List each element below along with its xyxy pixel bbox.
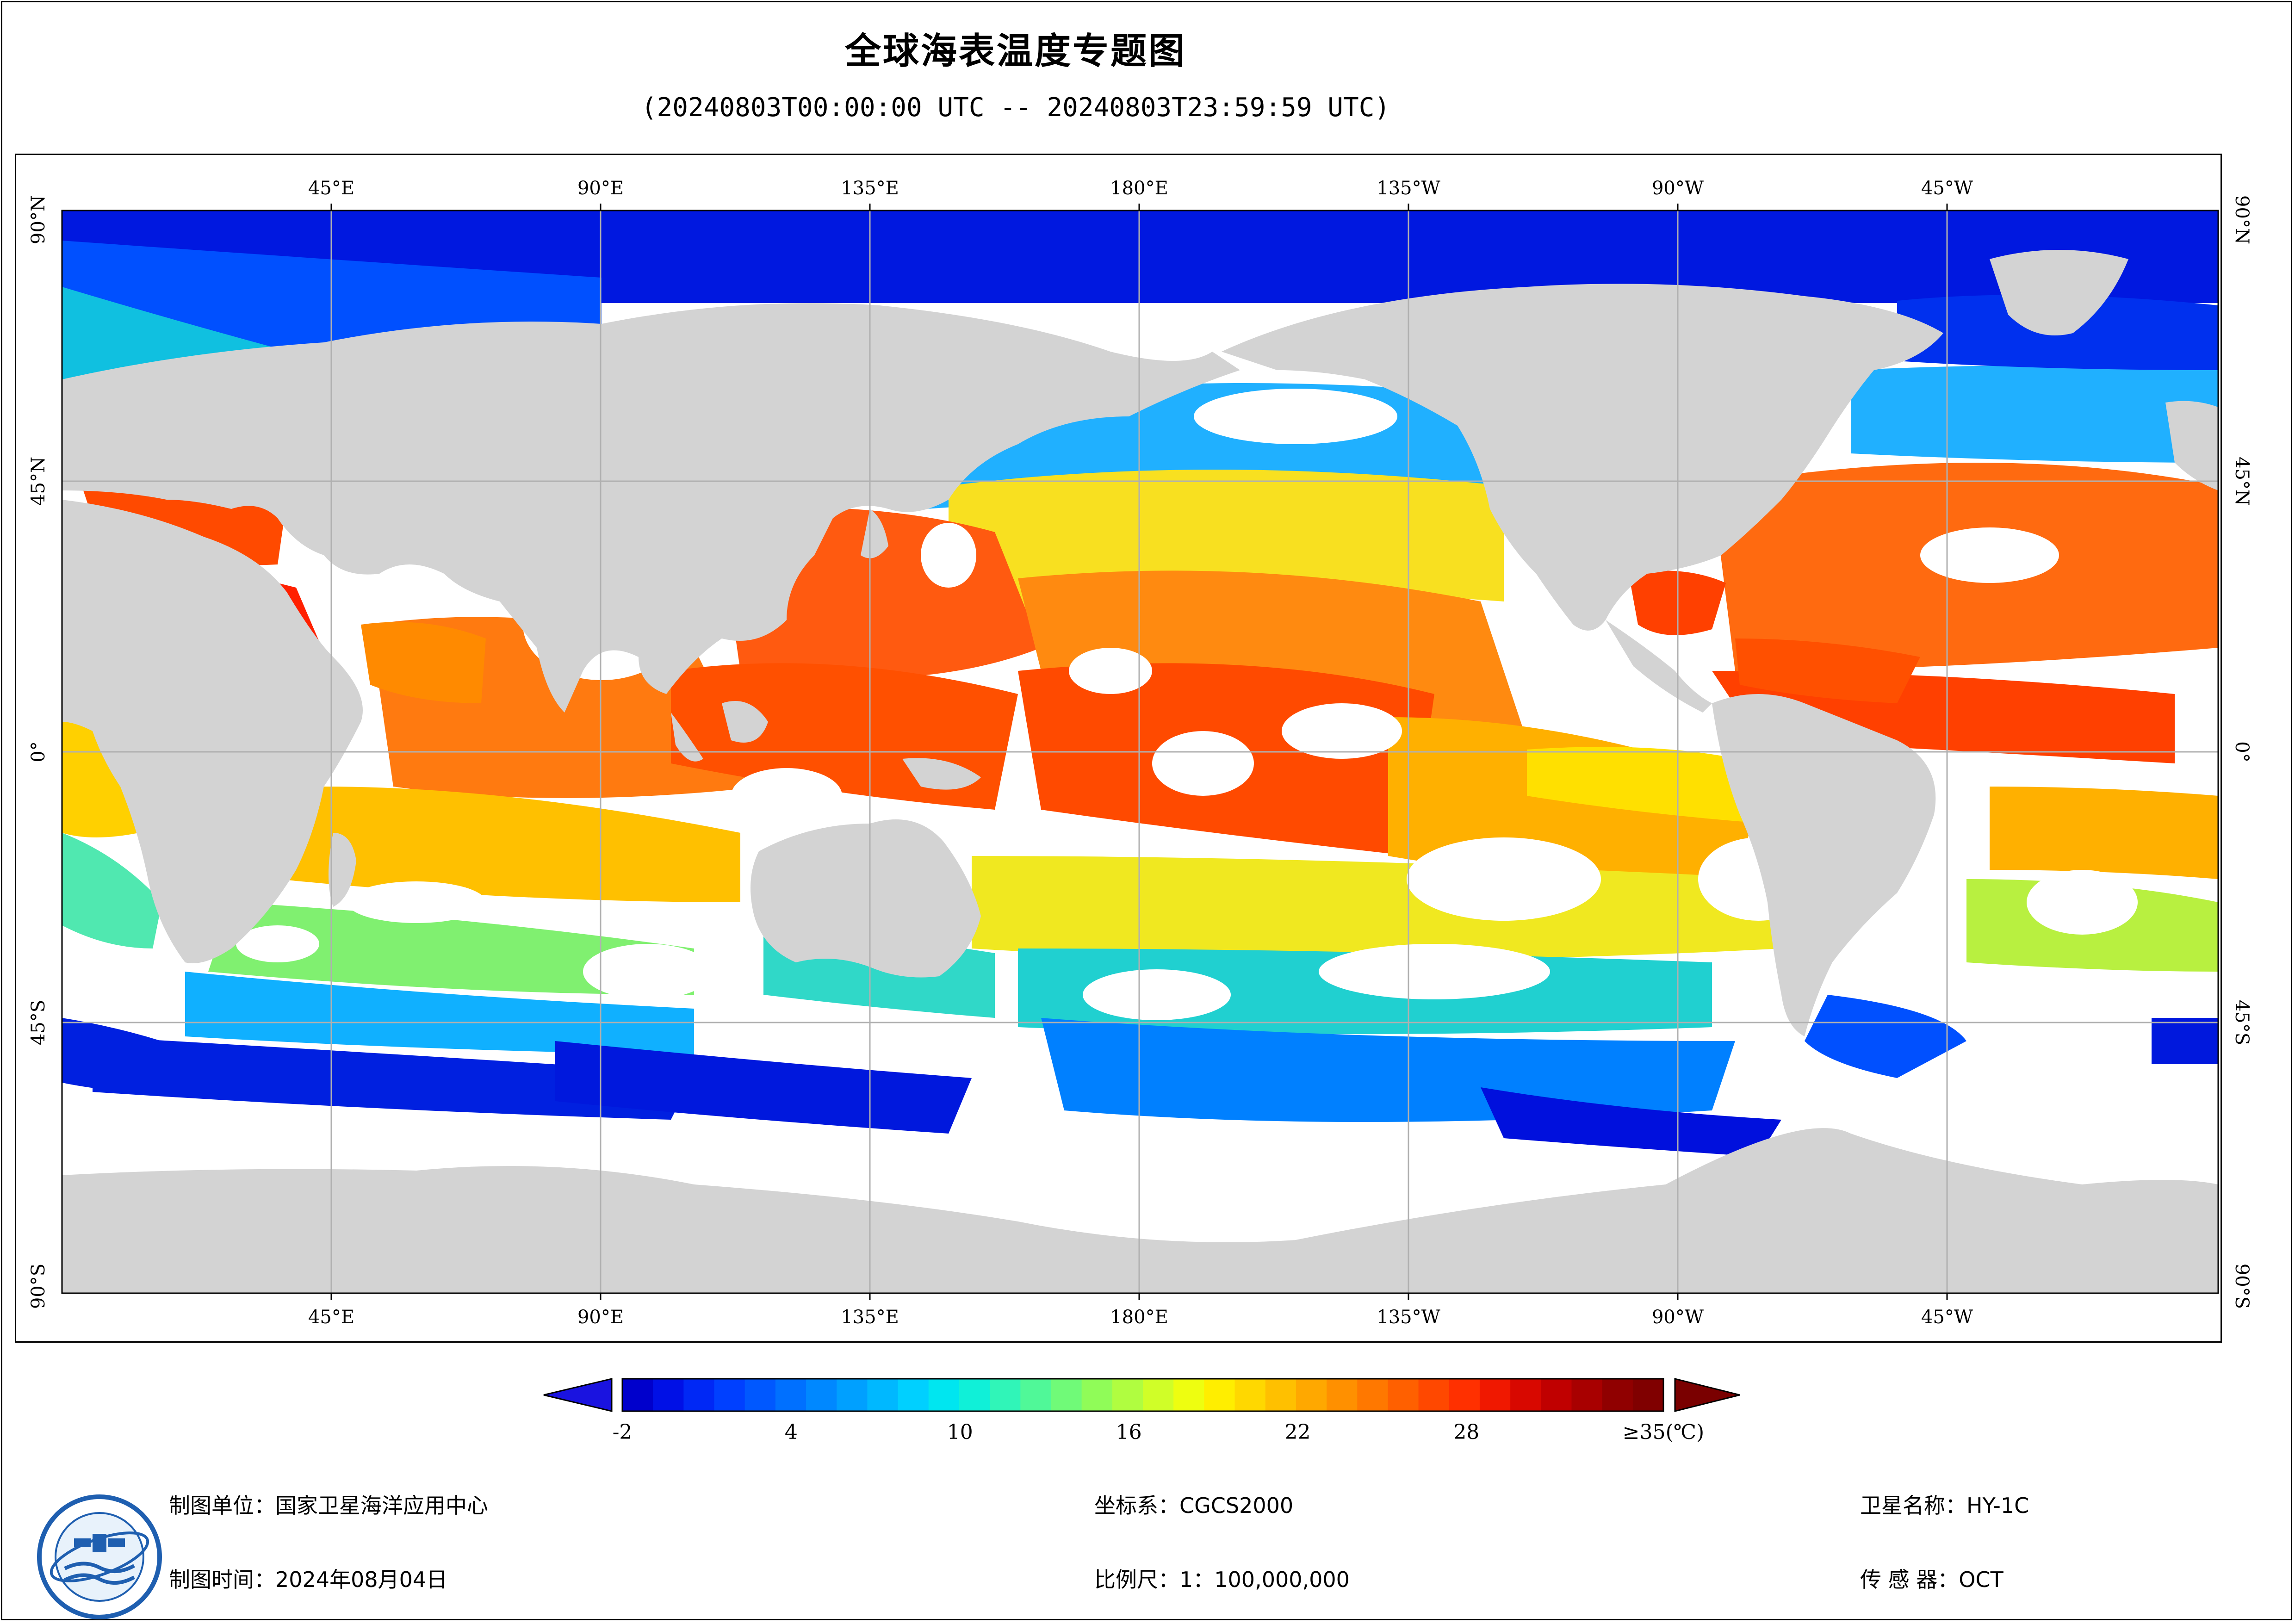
map-neatline [61,210,2219,1294]
lon-label-bottom: 135°W [1377,1307,1440,1328]
lon-label-bottom: 180°E [1110,1307,1168,1328]
lat-label-left: 45°S [28,1000,49,1045]
sst-map: 45°E 90°E 135°E 180°E 135°W 90°W 45°W 45… [28,178,2252,1328]
lon-label-top: 180°E [1110,178,1168,199]
lat-label-right: 90°S [2231,1264,2252,1309]
lon-label-top: 45°E [308,178,354,199]
lon-label-bottom: 90°E [577,1307,624,1328]
lon-label-top: 135°E [841,178,899,199]
lat-label-left: 90°S [28,1264,49,1309]
lat-label-right: 45°S [2231,1000,2252,1045]
mapping-date: 制图时间：2024年08月04日 [169,1567,448,1592]
graticule [62,211,2218,1293]
lat-label-right: 45°N [2231,457,2252,506]
sensor-name: 传 感 器：OCT [1860,1567,2003,1592]
lat-label-left: 0° [28,741,49,762]
map-frame [15,154,2222,1343]
satellite-name: 卫星名称：HY-1C [1860,1493,2029,1518]
map-title: 全球海表温度专题图 [844,31,1186,72]
lat-label-left: 90°N [28,195,49,244]
lon-label-top: 135°W [1377,178,1440,199]
map-time-range: (20240803T00:00:00 UTC -- 20240803T23:59… [641,93,1390,123]
lat-label-left: 45°N [28,457,49,506]
lon-label-bottom: 45°E [308,1307,354,1328]
lon-label-top: 90°E [577,178,624,199]
lon-label-top: 90°W [1652,178,1704,199]
lon-label-bottom: 135°E [841,1307,899,1328]
lat-label-right: 0° [2231,741,2252,762]
lon-label-bottom: 45°W [1921,1307,1973,1328]
axis-ticks [330,204,1948,1300]
coordinate-system: 坐标系：CGCS2000 [1094,1493,1294,1518]
lon-label-top: 45°W [1921,178,1973,199]
mapping-organization: 制图单位：国家卫星海洋应用中心 [169,1493,488,1518]
soa-logo-icon [37,1494,162,1619]
lon-label-bottom: 90°W [1652,1307,1704,1328]
lat-label-right: 90°N [2231,195,2252,244]
map-scale: 比例尺：1：100,000,000 [1094,1567,1350,1592]
